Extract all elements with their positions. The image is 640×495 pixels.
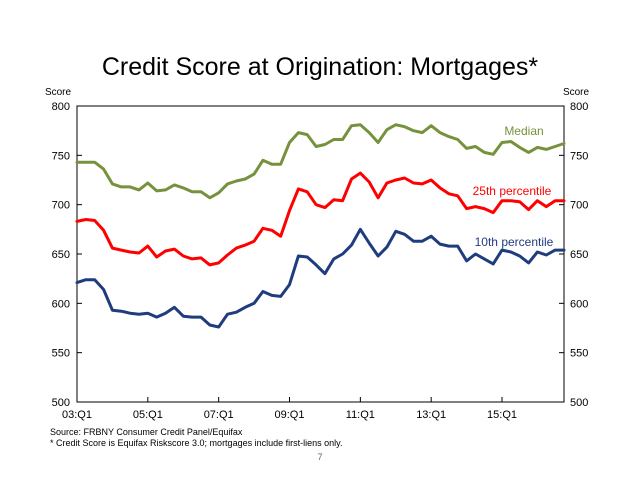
series-line-median — [75, 123, 566, 200]
series-label-10th-percentile: 10th percentile — [475, 235, 554, 249]
y-tick-label-right: 500 — [570, 397, 588, 409]
y-tick-label-left: 800 — [52, 101, 70, 113]
x-tick-label: 09:Q1 — [275, 409, 305, 421]
series-line-25th-percentile — [75, 171, 566, 267]
y-tick-label-right: 650 — [570, 249, 588, 261]
x-tick-label: 11:Q1 — [346, 409, 375, 421]
y-tick-label-right: 550 — [570, 348, 588, 360]
series-label-median: Median — [504, 124, 543, 138]
y-tick-label-left: 550 — [52, 348, 70, 360]
y-ticks-right: 500 550 600 650 700 750 800 — [559, 101, 588, 409]
y-tick-label-left: 700 — [52, 200, 70, 212]
x-tick-label: 03:Q1 — [62, 409, 92, 421]
y-tick-label-left: 650 — [52, 249, 70, 261]
footnote: * Credit Score is Equifax Riskscore 3.0;… — [50, 438, 342, 448]
x-tick-label: 05:Q1 — [133, 409, 163, 421]
series-lines — [75, 123, 566, 329]
y-tick-label-right: 750 — [570, 150, 588, 162]
chart-title: Credit Score at Origination: Mortgages* — [102, 53, 539, 81]
x-tick-label: 15:Q1 — [487, 409, 517, 421]
source-note: Source: FRBNY Consumer Credit Panel/Equi… — [50, 427, 243, 437]
y-axis-label-right: Score — [563, 87, 590, 98]
x-tick-label: 13:Q1 — [416, 409, 446, 421]
series-label-25th-percentile: 25th percentile — [473, 184, 552, 198]
page-number: 7 — [317, 452, 322, 462]
plot-area — [76, 105, 565, 403]
y-tick-label-right: 700 — [570, 200, 588, 212]
y-tick-label-right: 600 — [570, 298, 588, 310]
y-axis-label-left: Score — [45, 87, 72, 98]
series-line-10th-percentile — [75, 227, 566, 329]
x-tick-label: 07:Q1 — [204, 409, 234, 421]
y-tick-label-left: 750 — [52, 150, 70, 162]
y-tick-label-left: 500 — [52, 397, 70, 409]
x-ticks: 03:Q1 05:Q1 07:Q1 09:Q1 11:Q1 13:Q1 15:Q1 — [62, 397, 517, 421]
y-tick-label-left: 600 — [52, 298, 70, 310]
y-tick-label-right: 800 — [570, 101, 588, 113]
y-ticks-left: 500 550 600 650 700 750 800 — [52, 101, 82, 409]
